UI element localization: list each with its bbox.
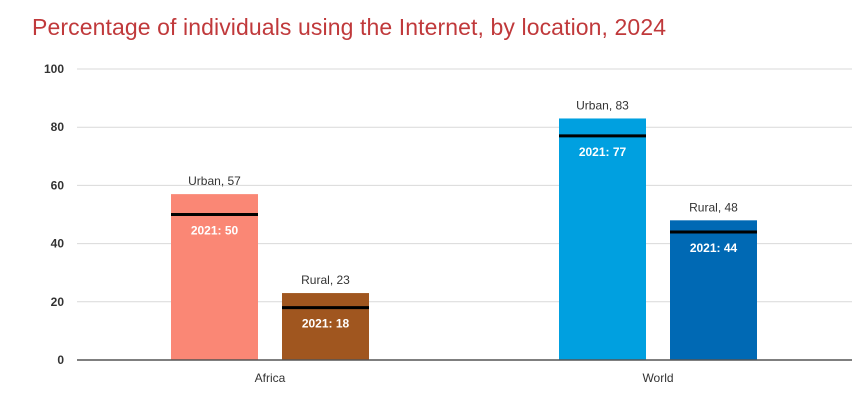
data-label-africa-urban: Urban, 57 [188,174,241,188]
reference-label-africa-urban: 2021: 50 [191,224,239,238]
bar-africa-urban [171,194,258,360]
reference-label-africa-rural: 2021: 18 [302,317,350,331]
data-label-world-rural: Rural, 48 [689,200,738,214]
bar-world-rural [670,220,757,360]
reference-label-world-rural: 2021: 44 [690,241,738,255]
data-label-world-urban: Urban, 83 [576,98,629,112]
x-category-label: World [642,371,673,385]
y-tick-label: 80 [51,120,65,134]
y-tick-label: 0 [57,353,64,367]
y-tick-label: 100 [44,62,64,76]
reference-label-world-urban: 2021: 77 [579,145,627,159]
y-tick-label: 40 [51,237,65,251]
y-tick-label: 20 [51,295,65,309]
bar-africa-rural [282,293,369,360]
bar-world-urban [559,118,646,360]
chart-title: Percentage of individuals using the Inte… [32,14,667,40]
x-category-label: Africa [255,371,286,385]
y-tick-label: 60 [51,178,65,192]
data-label-africa-rural: Rural, 23 [301,273,350,287]
